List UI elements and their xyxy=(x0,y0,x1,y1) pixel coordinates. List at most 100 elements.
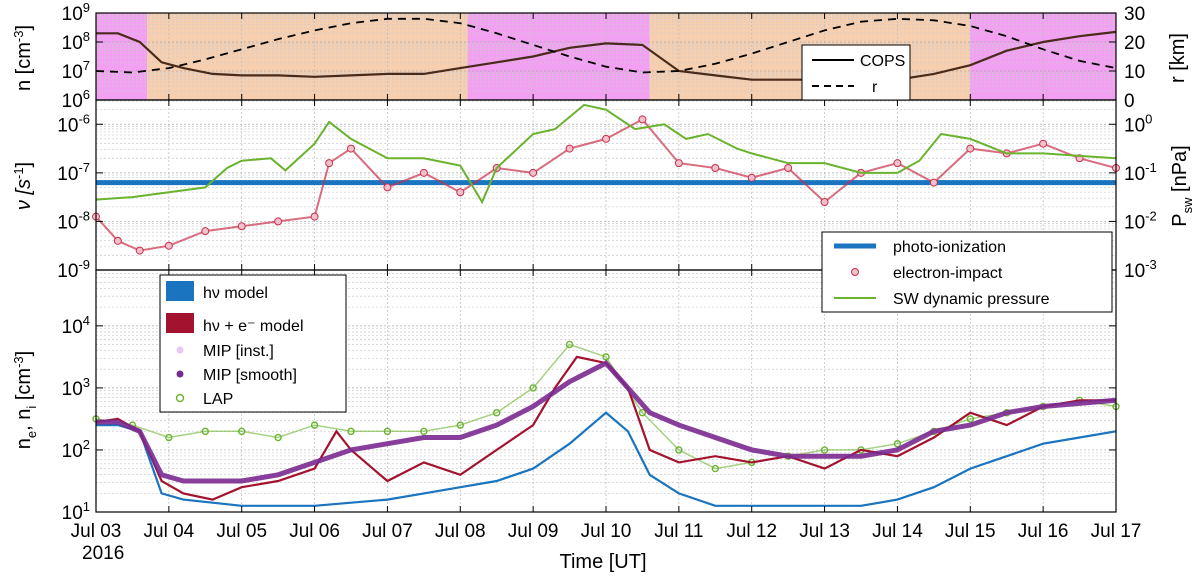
electron-impact-point xyxy=(711,164,720,172)
legend-mip-smooth-label: MIP [smooth] xyxy=(203,367,297,384)
middle-ytick-right-label: 10-1 xyxy=(1124,160,1157,185)
x-tick-label: Jul 14 xyxy=(872,521,923,542)
series-sw-pressure xyxy=(95,103,1117,205)
top-ylabel-right: r [km] xyxy=(1167,33,1189,83)
axis-ticks: 109108107106302010010-610-710-810-910010… xyxy=(57,0,1156,524)
x-tick-label: Jul 13 xyxy=(799,521,850,542)
x-tick-label: Jul 03 xyxy=(71,521,122,542)
electron-impact-point xyxy=(565,144,574,153)
bottom-ytick-label: 101 xyxy=(62,499,90,524)
bottom-ytick-label: 102 xyxy=(62,437,90,462)
series-hv-e-model xyxy=(95,355,1116,501)
legend-r-label: r xyxy=(872,79,878,96)
year-label: 2016 xyxy=(82,543,124,564)
x-tick-label: Jul 11 xyxy=(654,521,703,542)
middle-ylabel-right: Psw [nPa] xyxy=(1169,145,1195,227)
legend-hve-label: hν + e⁻ model xyxy=(203,318,304,335)
middle-ytick-label: 10-7 xyxy=(57,160,90,185)
legend-mip-inst-label: MIP [inst.] xyxy=(203,343,274,360)
lap-point xyxy=(602,353,610,361)
top-ytick-right-label: 30 xyxy=(1124,4,1145,25)
electron-impact-point xyxy=(893,159,902,168)
top-ytick-label: 108 xyxy=(62,29,90,54)
series-hv-model xyxy=(96,411,1117,507)
top-ytick-right-label: 20 xyxy=(1124,33,1145,54)
middle-legend: photo-ionization electron-impact SW dyna… xyxy=(821,231,1113,313)
x-tick-label: Jul 05 xyxy=(216,521,267,542)
top-ytick-right-label: 0 xyxy=(1124,91,1135,112)
legend-hv-label: hν model xyxy=(203,285,268,302)
series-cops xyxy=(96,30,1117,83)
electron-impact-point xyxy=(820,198,829,206)
electron-impact-point xyxy=(747,173,756,182)
x-tick-label: Jul 15 xyxy=(945,521,996,542)
middle-ytick-label: 10-6 xyxy=(57,111,90,136)
lap-point xyxy=(675,446,683,454)
legend-impact-label: electron-impact xyxy=(893,265,1003,282)
lap-point xyxy=(493,409,501,417)
x-tick-label: Jul 17 xyxy=(1091,521,1142,542)
lap-point xyxy=(638,409,647,417)
top-ytick-label: 106 xyxy=(62,87,90,112)
legend-lap-swatch xyxy=(175,393,185,403)
electron-impact-point xyxy=(929,178,938,187)
x-tick-label: Jul 09 xyxy=(508,521,559,542)
electron-impact-point xyxy=(135,246,144,255)
legend-sw-label: SW dynamic pressure xyxy=(893,291,1050,308)
x-tick-label: Jul 16 xyxy=(1018,521,1069,542)
electron-impact-point xyxy=(674,159,683,168)
shaded-interval-1 xyxy=(147,13,468,100)
x-tick-labels: Jul 03 Jul 04 Jul 05 Jul 06 Jul 07 Jul 08 Jul … xyxy=(71,521,1142,542)
electron-impact-point xyxy=(347,144,355,153)
lap-point xyxy=(529,384,537,392)
electron-impact-point xyxy=(310,212,319,221)
electron-impact-point xyxy=(784,164,793,172)
electron-impact-point xyxy=(113,236,122,245)
electron-impact-point xyxy=(164,241,173,250)
x-tick-label: Jul 07 xyxy=(362,521,413,542)
top-legend: COPS r xyxy=(801,44,911,101)
electron-impact-point xyxy=(419,168,428,177)
bottom-ytick-label: 104 xyxy=(62,313,90,338)
middle-ylabel-left: ν [s-1] xyxy=(11,162,35,210)
legend-hve-swatch xyxy=(166,313,194,333)
x-tick-label: Jul 08 xyxy=(435,521,486,542)
series-mip-smooth xyxy=(96,359,1117,484)
electron-impact-point xyxy=(602,134,610,143)
electron-impact-point xyxy=(325,159,334,168)
legend-mip-smooth-swatch xyxy=(176,370,184,378)
top-ytick-label: 109 xyxy=(62,0,90,25)
electron-impact-point xyxy=(638,115,647,124)
electron-impact-point xyxy=(201,227,210,236)
lap-point xyxy=(565,340,574,349)
top-panel-series xyxy=(95,17,1117,83)
bottom-legend: hν model hν + e⁻ model MIP [inst.] MIP [… xyxy=(159,274,347,413)
middle-ytick-right-label: 10-3 xyxy=(1124,257,1157,282)
electron-impact-point xyxy=(1039,139,1048,148)
shaded-interval-2 xyxy=(467,13,650,100)
middle-ytick-label: 10-9 xyxy=(57,257,90,282)
top-ytick-label: 107 xyxy=(62,58,90,83)
x-axis-label: Time [UT] xyxy=(559,551,646,573)
electron-impact-point xyxy=(274,217,283,226)
legend-mip-inst-swatch xyxy=(176,346,184,354)
legend-cops-label: COPS xyxy=(860,53,905,70)
electron-impact-point xyxy=(456,188,465,197)
middle-panel-series xyxy=(92,103,1120,255)
electron-impact-point xyxy=(237,222,246,231)
bottom-ylabel: ne, ni [cm-3] xyxy=(11,351,39,449)
middle-ytick-right-label: 10-2 xyxy=(1124,208,1157,233)
series-r xyxy=(95,17,1117,74)
shaded-interval-0 xyxy=(96,13,147,100)
top-ytick-right-label: 10 xyxy=(1124,62,1145,83)
bottom-panel-series xyxy=(92,340,1120,507)
legend-photo-label: photo-ionization xyxy=(893,239,1006,256)
x-tick-label: Jul 10 xyxy=(581,521,632,542)
middle-ytick-right-label: 100 xyxy=(1124,111,1152,136)
middle-ytick-label: 10-8 xyxy=(57,208,90,233)
x-tick-label: Jul 04 xyxy=(144,521,195,542)
legend-hv-swatch xyxy=(166,281,194,301)
x-tick-label: Jul 12 xyxy=(726,521,777,542)
electron-impact-point xyxy=(529,168,538,177)
